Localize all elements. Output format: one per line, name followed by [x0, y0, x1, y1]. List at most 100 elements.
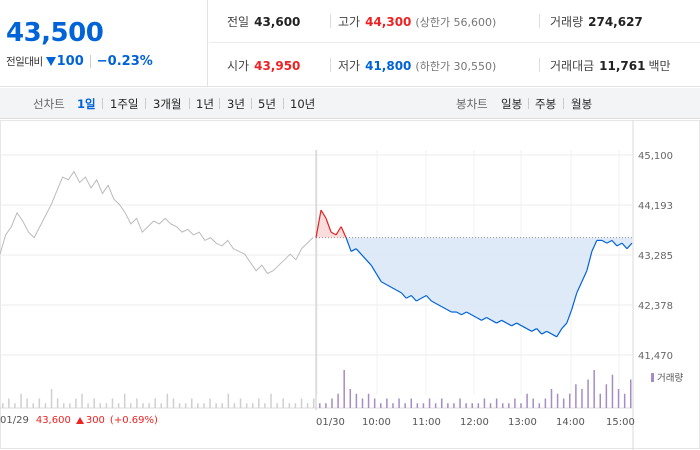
- stat-label: 거래량: [550, 15, 584, 29]
- volume-bar: [440, 398, 443, 408]
- volume-bar: [526, 393, 528, 408]
- volume-bar: [264, 403, 266, 408]
- stat-label: 고가: [338, 15, 361, 29]
- volume-bar: [62, 403, 65, 408]
- series-today-segment: [586, 251, 593, 271]
- volume-bar: [459, 398, 461, 408]
- series-today-segment: [521, 325, 527, 330]
- tab-3m[interactable]: 3개월: [153, 97, 182, 111]
- volume-bar: [197, 403, 199, 408]
- series-today-segment: [511, 322, 517, 327]
- volume-bar: [69, 403, 71, 408]
- x-tick-label: 10:00: [362, 417, 391, 428]
- series-today-segment: [471, 314, 477, 319]
- series-today-segment: [556, 328, 563, 338]
- tab-5y[interactable]: 5년: [258, 97, 276, 111]
- price-change: 100: [56, 54, 84, 69]
- volume-bar: [373, 398, 376, 408]
- x-tick-label: 15:00: [606, 417, 635, 428]
- volume-bar: [142, 403, 144, 408]
- volume-bar: [501, 403, 504, 408]
- volume-bar: [392, 403, 394, 408]
- stat-value: 44,300: [365, 14, 412, 29]
- series-today-segment: [506, 322, 512, 327]
- volume-bar: [203, 403, 205, 408]
- stat-volume: 거래량 274,627: [550, 0, 643, 43]
- tab-1d[interactable]: 1일: [77, 97, 96, 111]
- volume-bar: [593, 370, 595, 408]
- current-price: 43,500: [6, 18, 104, 48]
- volume-bar: [306, 403, 309, 408]
- volume-bar: [623, 393, 626, 408]
- tab-monthly-candle[interactable]: 월봉: [571, 97, 593, 111]
- stat-label: 전일: [227, 15, 250, 29]
- upper-limit: (상한가 56,600): [415, 15, 497, 29]
- series-today-segment: [446, 308, 452, 313]
- tab-1w[interactable]: 1주일: [110, 97, 139, 111]
- series-today-segment: [330, 231, 337, 236]
- y-tick-label: 41,470: [638, 351, 673, 362]
- volume-bar: [111, 398, 114, 408]
- x-tick-label: 11:00: [412, 417, 441, 428]
- x-tick-label: 13:00: [508, 417, 537, 428]
- series-today-segment: [421, 294, 427, 299]
- stats-row-1: 전일 43,600 고가 44,300 (상한가 56,600) 거래량 274…: [209, 0, 700, 43]
- tab-1y[interactable]: 1년: [196, 97, 214, 111]
- legend-label: 거래량: [657, 372, 683, 384]
- volume-bar: [422, 403, 425, 408]
- volume-bar: [99, 403, 102, 408]
- volume-bar: [453, 403, 455, 408]
- volume-bar: [355, 393, 358, 408]
- tab-3y[interactable]: 3년: [227, 97, 245, 111]
- tab-10y[interactable]: 10년: [290, 97, 316, 111]
- volume-bar: [105, 403, 108, 408]
- series-today-segment: [616, 242, 623, 247]
- volume-bar: [38, 398, 41, 408]
- series-today-segment: [320, 209, 327, 219]
- volume-bar: [428, 398, 431, 408]
- series-today-segment: [335, 226, 342, 236]
- stats-panel: 전일 43,600 고가 44,300 (상한가 56,600) 거래량 274…: [209, 0, 700, 87]
- volume-bar: [331, 398, 333, 408]
- series-today-segment: [481, 317, 487, 321]
- volume-bar: [343, 370, 345, 408]
- stat-unit: 백만: [648, 59, 671, 73]
- divider: [330, 14, 331, 28]
- volume-bar: [172, 398, 175, 408]
- prev-price: 43,600: [35, 415, 71, 426]
- y-tick-label: 43,285: [638, 251, 673, 262]
- series-today-segment: [360, 253, 367, 261]
- stat-value: 43,600: [254, 14, 301, 29]
- tab-weekly-candle[interactable]: 주봉: [535, 97, 557, 111]
- stat-label: 저가: [338, 59, 361, 73]
- volume-bar: [215, 403, 217, 408]
- volume-bar: [130, 403, 132, 408]
- series-today-segment: [526, 328, 532, 332]
- volume-bar: [50, 389, 53, 408]
- divider: [528, 98, 529, 109]
- stat-label: 거래대금: [550, 59, 595, 73]
- volume-bar: [514, 398, 516, 408]
- volume-bar: [20, 393, 22, 408]
- volume-bar: [221, 403, 223, 408]
- volume-bar: [538, 403, 541, 408]
- series-today-segment: [315, 209, 322, 238]
- volume-bar: [380, 403, 382, 408]
- y-tick-label: 42,378: [638, 301, 673, 312]
- volume-bar: [184, 403, 187, 408]
- stat-low: 저가 41,800 (하한가 30,550): [338, 44, 496, 87]
- volume-bar: [434, 403, 437, 408]
- volume-bar: [251, 403, 254, 408]
- series-today-segment: [385, 283, 392, 288]
- series-today-segment: [350, 248, 357, 252]
- tab-daily-candle[interactable]: 일봉: [501, 97, 523, 111]
- volume-bar: [233, 403, 236, 408]
- volume-bar: [191, 398, 193, 408]
- series-today-segment: [375, 273, 382, 283]
- volume-bar: [288, 403, 291, 408]
- series-today-segment: [441, 305, 447, 310]
- series-today-segment: [410, 295, 417, 302]
- chart-canvas: 45,100 44,193 43,285 42,378 41,470 거래량 01/30 10…: [0, 120, 700, 450]
- prev-change: 300: [85, 415, 105, 426]
- price-block: 43,500 전일대비 100 −0.23%: [0, 0, 208, 87]
